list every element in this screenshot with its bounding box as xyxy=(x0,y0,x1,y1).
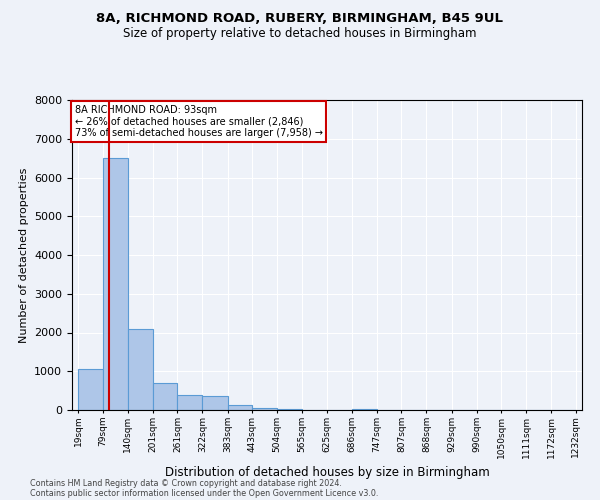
Text: 8A, RICHMOND ROAD, RUBERY, BIRMINGHAM, B45 9UL: 8A, RICHMOND ROAD, RUBERY, BIRMINGHAM, B… xyxy=(97,12,503,26)
Text: Contains public sector information licensed under the Open Government Licence v3: Contains public sector information licen… xyxy=(30,488,379,498)
X-axis label: Distribution of detached houses by size in Birmingham: Distribution of detached houses by size … xyxy=(164,466,490,479)
Text: Size of property relative to detached houses in Birmingham: Size of property relative to detached ho… xyxy=(123,28,477,40)
Bar xyxy=(227,406,252,410)
Bar xyxy=(128,328,153,410)
Bar xyxy=(103,158,128,410)
Y-axis label: Number of detached properties: Number of detached properties xyxy=(19,168,29,342)
Bar xyxy=(202,396,227,410)
Text: Contains HM Land Registry data © Crown copyright and database right 2024.: Contains HM Land Registry data © Crown c… xyxy=(30,478,342,488)
Bar xyxy=(252,408,277,410)
Bar xyxy=(153,383,178,410)
Bar xyxy=(178,394,202,410)
Text: 8A RICHMOND ROAD: 93sqm
← 26% of detached houses are smaller (2,846)
73% of semi: 8A RICHMOND ROAD: 93sqm ← 26% of detache… xyxy=(74,104,323,138)
Bar xyxy=(78,370,103,410)
